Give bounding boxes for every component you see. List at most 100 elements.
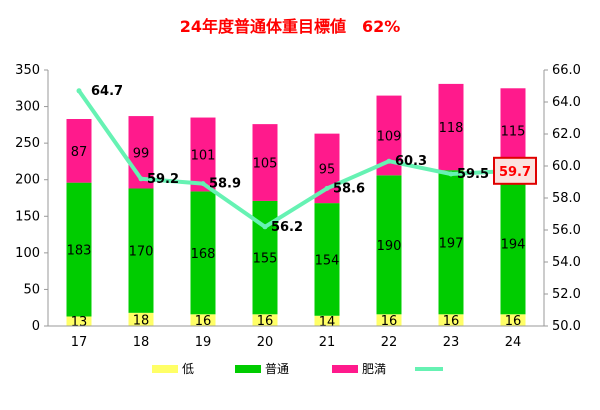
bar-segment-obese <box>190 117 216 192</box>
bar-value-label: 183 <box>67 244 92 259</box>
legend-label-low: 低 <box>182 362 194 376</box>
line-point <box>138 176 144 182</box>
bar-value-label: 16 <box>195 314 212 329</box>
bar-value-label: 154 <box>315 253 340 268</box>
bar-segment-normal <box>376 175 402 315</box>
x-tick-label: 22 <box>381 335 398 350</box>
right-tick-label: 52.0 <box>552 287 581 302</box>
line-value-label: 58.6 <box>333 181 365 196</box>
bar-value-label: 194 <box>501 237 526 252</box>
bar-segment-normal <box>314 203 340 316</box>
bar-segment-normal <box>190 191 216 315</box>
bar-value-label: 95 <box>319 162 336 177</box>
line-value-label: 56.2 <box>271 220 303 235</box>
right-tick-label: 64.0 <box>552 95 581 110</box>
bar-value-label: 16 <box>381 314 398 329</box>
bar-value-label: 13 <box>71 315 88 330</box>
highlight-box <box>493 156 537 185</box>
chart-title: 24年度普通体重目標値 62% <box>180 17 401 36</box>
line-point <box>448 171 454 177</box>
bar-value-label: 190 <box>377 239 402 254</box>
line-value-label: 59.7 <box>499 165 531 180</box>
bar-value-label: 115 <box>501 124 526 139</box>
legend-swatch-normal <box>235 365 261 373</box>
bar-segment-low <box>314 315 340 326</box>
legend-label-obese: 肥満 <box>362 362 386 376</box>
line-point <box>76 88 82 94</box>
bar-segment-normal <box>128 188 154 313</box>
bar-value-label: 170 <box>129 245 154 260</box>
bar-segment-normal <box>438 170 464 315</box>
right-tick-label: 58.0 <box>552 191 581 206</box>
bar-segment-normal <box>500 172 526 315</box>
left-tick-label: 50 <box>23 282 40 297</box>
x-tick-label: 18 <box>133 335 150 350</box>
legend-swatch-low <box>152 365 178 373</box>
left-tick-label: 100 <box>15 246 40 261</box>
left-tick-label: 350 <box>15 63 40 78</box>
x-tick-label: 20 <box>257 335 274 350</box>
left-tick-label: 300 <box>15 100 40 115</box>
bar-value-label: 18 <box>133 313 150 328</box>
bar-value-label: 14 <box>319 315 336 330</box>
x-tick-label: 23 <box>443 335 460 350</box>
bar-data-labels: 13 183 87 18 170 99 16 168 101 16 155 105 14 154 95 16 1… <box>67 121 526 330</box>
line-value-label: 59.2 <box>147 172 179 187</box>
left-tick-label: 0 <box>32 319 40 334</box>
line-point <box>200 181 206 187</box>
line-value-label: 64.7 <box>91 84 123 99</box>
bar-value-label: 101 <box>191 148 216 163</box>
x-tick-label: 21 <box>319 335 336 350</box>
right-tick-label: 50.0 <box>552 319 581 334</box>
bar-value-label: 168 <box>191 247 216 262</box>
bar-segment-low <box>500 314 526 326</box>
x-axis: 17 18 19 20 21 22 23 24 <box>48 325 544 350</box>
line-point <box>386 158 392 164</box>
right-tick-label: 54.0 <box>552 255 581 270</box>
bar-value-label: 16 <box>505 314 522 329</box>
bar-value-label: 197 <box>439 236 464 251</box>
bar-segment-obese <box>66 119 92 183</box>
left-tick-label: 200 <box>15 173 40 188</box>
bar-segment-obese <box>438 83 464 171</box>
x-tick-label: 19 <box>195 335 212 350</box>
bar-value-label: 16 <box>443 314 460 329</box>
bar-value-label: 16 <box>257 314 274 329</box>
left-tick-label: 150 <box>15 209 40 224</box>
bar-value-label: 105 <box>253 157 278 172</box>
bar-value-label: 87 <box>71 145 88 160</box>
right-y-axis: 50.0 52.0 54.0 56.0 58.0 60.0 62.0 64.0 66.0 <box>543 63 581 334</box>
line-series-path <box>77 89 514 229</box>
x-tick-label: 17 <box>71 335 88 350</box>
bar-segment-low <box>252 314 278 326</box>
bar-segment-low <box>190 314 216 326</box>
left-y-axis: 0 50 100 150 200 250 300 350 <box>15 63 49 334</box>
bar-segment-obese <box>252 124 278 201</box>
line-value-label: 58.9 <box>209 177 241 192</box>
bar-value-label: 118 <box>439 121 464 136</box>
bar-segment-normal <box>66 182 92 317</box>
legend: 低 普通 肥満 <box>152 362 443 376</box>
bar-value-label: 155 <box>253 252 278 267</box>
right-tick-label: 66.0 <box>552 63 581 78</box>
bar-value-label: 99 <box>133 146 150 161</box>
legend-swatch-obese <box>332 365 358 373</box>
line-point <box>324 185 330 191</box>
right-tick-label: 62.0 <box>552 127 581 142</box>
line-value-label: 59.5 <box>457 167 489 182</box>
line-point <box>262 224 268 230</box>
bar-segment-low <box>438 314 464 326</box>
legend-label-normal: 普通 <box>265 362 289 376</box>
left-tick-label: 250 <box>15 136 40 151</box>
bar-series-group <box>66 83 526 326</box>
x-tick-label: 24 <box>505 335 522 350</box>
right-tick-label: 56.0 <box>552 223 581 238</box>
line-value-label: 60.3 <box>395 154 427 169</box>
bar-segment-low <box>66 316 92 326</box>
bar-segment-low <box>376 314 402 326</box>
bar-segment-low <box>128 312 154 326</box>
right-tick-label: 60.0 <box>552 159 581 174</box>
bar-value-label: 109 <box>377 129 402 144</box>
